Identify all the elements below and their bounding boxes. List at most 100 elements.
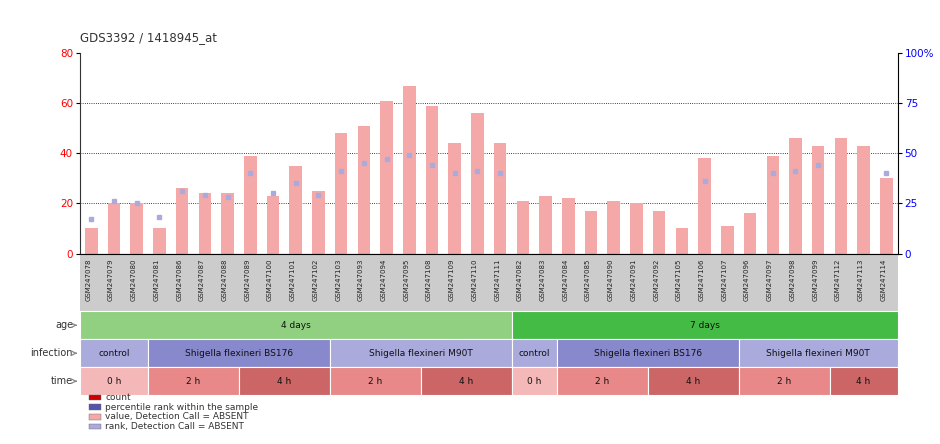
Text: GSM247097: GSM247097 — [767, 258, 773, 301]
Text: 4 h: 4 h — [686, 377, 700, 386]
Text: GSM247111: GSM247111 — [494, 258, 500, 301]
Bar — [585, 211, 597, 254]
Bar — [517, 201, 529, 254]
Text: GSM247078: GSM247078 — [86, 258, 91, 301]
Bar — [540, 196, 552, 254]
Bar — [290, 166, 302, 254]
Bar — [556, 339, 739, 367]
Bar — [739, 339, 898, 367]
Text: GSM247100: GSM247100 — [267, 258, 273, 301]
Text: GSM247112: GSM247112 — [835, 258, 841, 301]
Text: 2 h: 2 h — [186, 377, 200, 386]
Bar — [403, 86, 415, 254]
Text: GSM247105: GSM247105 — [676, 258, 682, 301]
Text: GSM247103: GSM247103 — [336, 258, 341, 301]
Bar — [80, 367, 149, 395]
Text: GSM247079: GSM247079 — [108, 258, 114, 301]
Bar — [153, 229, 165, 254]
Text: GSM247085: GSM247085 — [585, 258, 591, 301]
Bar — [739, 367, 829, 395]
Text: GSM247087: GSM247087 — [199, 258, 205, 301]
Text: GSM247102: GSM247102 — [312, 258, 319, 301]
Text: GDS3392 / 1418945_at: GDS3392 / 1418945_at — [80, 32, 217, 44]
Bar — [790, 139, 802, 254]
Text: GSM247093: GSM247093 — [358, 258, 364, 301]
Bar — [511, 367, 556, 395]
Text: control: control — [98, 349, 130, 358]
Text: Shigella flexineri M90T: Shigella flexineri M90T — [368, 349, 473, 358]
Text: 2 h: 2 h — [777, 377, 791, 386]
Text: GSM247098: GSM247098 — [790, 258, 795, 301]
Text: count: count — [105, 393, 131, 402]
Bar — [857, 146, 870, 254]
Bar — [85, 229, 98, 254]
Text: 4 h: 4 h — [459, 377, 473, 386]
Text: GSM247095: GSM247095 — [403, 258, 409, 301]
Text: GSM247081: GSM247081 — [153, 258, 160, 301]
Text: GSM247083: GSM247083 — [540, 258, 545, 301]
Bar — [494, 143, 507, 254]
Bar — [511, 339, 556, 367]
Text: 2 h: 2 h — [595, 377, 609, 386]
Text: GSM247113: GSM247113 — [857, 258, 864, 301]
Bar — [131, 203, 143, 254]
Text: GSM247101: GSM247101 — [290, 258, 296, 301]
Text: GSM247107: GSM247107 — [721, 258, 728, 301]
Bar — [80, 339, 149, 367]
Text: Shigella flexineri BS176: Shigella flexineri BS176 — [185, 349, 293, 358]
Text: 7 days: 7 days — [690, 321, 719, 330]
Text: time: time — [51, 376, 73, 386]
Bar — [267, 196, 279, 254]
Text: 4 h: 4 h — [856, 377, 870, 386]
Bar — [312, 191, 324, 254]
Bar — [149, 339, 330, 367]
Bar — [421, 367, 511, 395]
Text: GSM247094: GSM247094 — [381, 258, 386, 301]
Bar — [676, 229, 688, 254]
Text: GSM247091: GSM247091 — [631, 258, 636, 301]
Text: Shigella flexineri BS176: Shigella flexineri BS176 — [594, 349, 702, 358]
Bar — [648, 367, 739, 395]
Bar — [149, 367, 239, 395]
Text: GSM247084: GSM247084 — [562, 258, 569, 301]
Bar — [357, 126, 370, 254]
Bar — [698, 159, 711, 254]
Text: 0 h: 0 h — [527, 377, 541, 386]
Text: value, Detection Call = ABSENT: value, Detection Call = ABSENT — [105, 412, 249, 421]
Bar — [80, 311, 511, 339]
Text: 0 h: 0 h — [107, 377, 121, 386]
Bar — [835, 139, 847, 254]
Text: GSM247109: GSM247109 — [448, 258, 455, 301]
Text: infection: infection — [31, 348, 73, 358]
Bar — [880, 178, 893, 254]
Bar — [330, 367, 421, 395]
Bar — [562, 198, 574, 254]
Text: GSM247086: GSM247086 — [176, 258, 182, 301]
Text: GSM247090: GSM247090 — [608, 258, 614, 301]
Bar — [812, 146, 824, 254]
Text: GSM247092: GSM247092 — [653, 258, 659, 301]
Bar — [744, 214, 757, 254]
Bar — [556, 367, 648, 395]
Text: GSM247089: GSM247089 — [244, 258, 250, 301]
Text: GSM247110: GSM247110 — [472, 258, 478, 301]
Bar — [448, 143, 461, 254]
Text: age: age — [55, 320, 73, 330]
Bar — [330, 339, 511, 367]
Text: GSM247106: GSM247106 — [698, 258, 705, 301]
Bar — [221, 194, 234, 254]
Text: percentile rank within the sample: percentile rank within the sample — [105, 403, 258, 412]
Bar — [829, 367, 898, 395]
Text: control: control — [519, 349, 550, 358]
Text: 4 days: 4 days — [281, 321, 310, 330]
Bar — [653, 211, 666, 254]
Bar — [426, 106, 438, 254]
Text: Shigella flexineri M90T: Shigella flexineri M90T — [766, 349, 870, 358]
Bar — [511, 311, 898, 339]
Bar — [630, 203, 643, 254]
Text: GSM247080: GSM247080 — [131, 258, 136, 301]
Text: GSM247099: GSM247099 — [812, 258, 818, 301]
Bar — [244, 156, 257, 254]
Bar — [335, 133, 348, 254]
Bar — [766, 156, 779, 254]
